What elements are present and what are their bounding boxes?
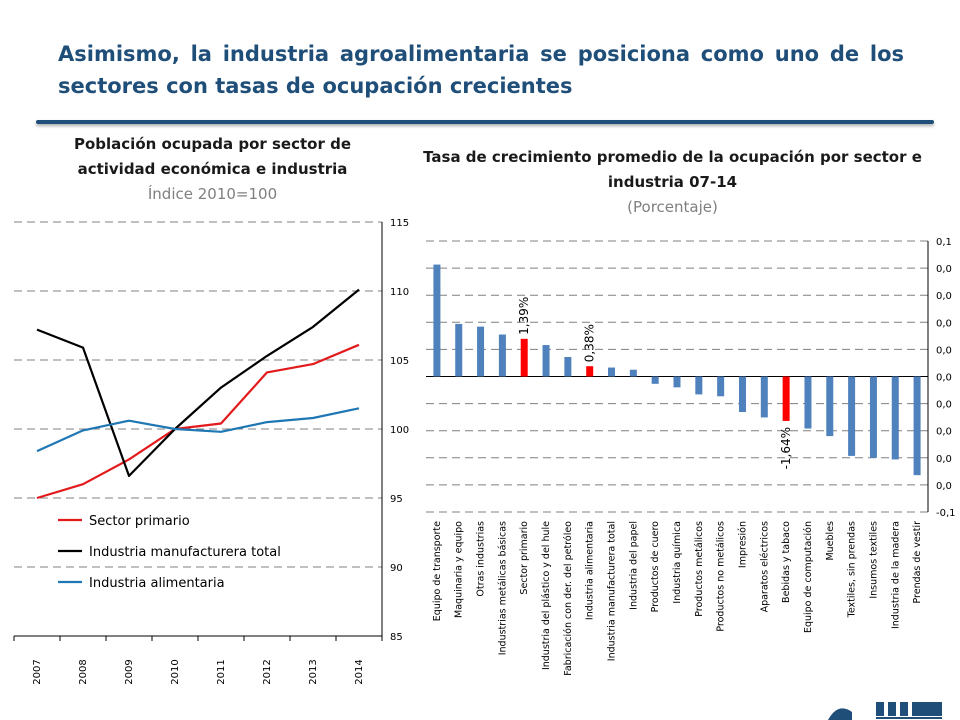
y-tick-label: 85 xyxy=(390,632,403,643)
bar xyxy=(891,376,899,460)
category-label: Sector primario xyxy=(519,521,530,595)
category-label: Impresión xyxy=(737,521,748,568)
y-tick-label: 0,0 xyxy=(936,400,952,411)
bar-highlight xyxy=(782,376,790,421)
x-tick-label: 2008 xyxy=(78,659,89,684)
slide-title: Asimismo, la industria agroalimentaria s… xyxy=(58,42,904,98)
category-label: Textiles, sin prendas xyxy=(847,521,858,618)
title-rule xyxy=(36,120,934,124)
y-tick-label: 0,0 xyxy=(936,318,952,329)
institution-logo xyxy=(828,702,942,720)
x-tick-label: 2011 xyxy=(216,659,227,684)
category-label: Insumos textiles xyxy=(868,521,879,599)
bar xyxy=(477,326,485,377)
category-label: Industria alimentaria xyxy=(585,521,596,620)
bar xyxy=(804,376,812,429)
x-tick-label: 2009 xyxy=(124,659,135,684)
bar xyxy=(738,376,746,413)
bar xyxy=(717,376,725,397)
legend-label: Sector primario xyxy=(89,514,190,529)
bar xyxy=(826,376,834,437)
category-label: Bebidas y tabaco xyxy=(781,521,792,603)
legend-label: Industria manufacturera total xyxy=(89,545,281,560)
category-label: Fabricación con der. del petróleo xyxy=(563,521,574,676)
left-chart-title-block: Población ocupada por sector de activida… xyxy=(40,132,385,207)
y-tick-label: 115 xyxy=(390,218,409,229)
category-label: Productos de cuero xyxy=(650,521,661,613)
y-tick-label: -0,1 xyxy=(936,508,956,519)
right-chart-title-block: Tasa de crecimiento promedio de la ocupa… xyxy=(420,145,925,220)
right-chart-title: Tasa de crecimiento promedio de la ocupa… xyxy=(423,148,922,191)
category-label: Otras industrias xyxy=(476,521,487,597)
category-label: Industria química xyxy=(672,521,683,604)
x-tick-label: 2012 xyxy=(262,659,273,684)
y-tick-label: 0,0 xyxy=(936,291,952,302)
bar xyxy=(498,334,506,377)
x-tick-label: 2010 xyxy=(170,659,181,684)
category-label: Aparatos eléctricos xyxy=(759,521,770,612)
y-tick-label: 0,0 xyxy=(936,481,952,492)
bar xyxy=(455,323,463,377)
bar xyxy=(608,367,616,377)
y-tick-label: 0,0 xyxy=(936,427,952,438)
data-label: 1,39% xyxy=(517,297,531,335)
bar xyxy=(673,376,681,388)
series-line xyxy=(36,288,360,477)
bar xyxy=(869,376,877,458)
data-label: 0,38% xyxy=(583,324,597,362)
category-label: Equipo de transporte xyxy=(432,521,443,621)
data-label: -1,64% xyxy=(779,427,793,469)
bar xyxy=(760,376,768,418)
left-chart-title: Población ocupada por sector de activida… xyxy=(73,135,352,178)
y-tick-label: 0,0 xyxy=(936,373,952,384)
category-label: Industria de la madera xyxy=(890,521,901,629)
category-label: Industria del plástico y del hule xyxy=(541,521,552,670)
y-tick-label: 0,1 xyxy=(936,237,952,248)
y-tick-label: 0,0 xyxy=(936,345,952,356)
bar-highlight xyxy=(586,366,594,377)
bar xyxy=(542,345,550,377)
y-tick-label: 110 xyxy=(390,287,409,298)
y-tick-label: 90 xyxy=(390,563,403,574)
right-chart-subtitle: (Porcentaje) xyxy=(627,198,718,216)
category-label: Equipo de computación xyxy=(803,521,814,633)
x-tick-label: 2014 xyxy=(354,659,365,684)
bar xyxy=(695,376,703,395)
bar xyxy=(848,376,856,456)
y-tick-label: 100 xyxy=(390,425,409,436)
legend-label: Industria alimentaria xyxy=(89,576,225,591)
left-chart-subtitle: Índice 2010=100 xyxy=(147,185,278,203)
series-line xyxy=(36,343,360,500)
bar xyxy=(433,264,441,377)
bar-highlight xyxy=(520,338,528,377)
bar xyxy=(629,369,637,377)
y-tick-label: 95 xyxy=(390,494,403,505)
category-label: Industria manufacturera total xyxy=(607,521,618,661)
category-label: Industrias metálicas básicas xyxy=(497,521,508,655)
y-tick-label: 105 xyxy=(390,356,409,367)
category-label: Productos metálicos xyxy=(694,521,705,617)
x-tick-label: 2013 xyxy=(308,659,319,684)
y-tick-label: 0,0 xyxy=(936,264,952,275)
category-label: Productos no metálicos xyxy=(716,521,727,632)
bar xyxy=(651,376,659,384)
series-line xyxy=(36,407,360,453)
x-tick-label: 2007 xyxy=(32,659,43,684)
y-tick-label: 0,0 xyxy=(936,454,952,465)
category-label: Industria del papel xyxy=(628,521,639,610)
bar xyxy=(913,376,921,476)
bar xyxy=(564,356,572,377)
category-label: Prendas de vestir xyxy=(912,521,923,604)
category-label: Maquinaria y equipo xyxy=(454,521,465,618)
category-label: Muebles xyxy=(825,521,836,561)
